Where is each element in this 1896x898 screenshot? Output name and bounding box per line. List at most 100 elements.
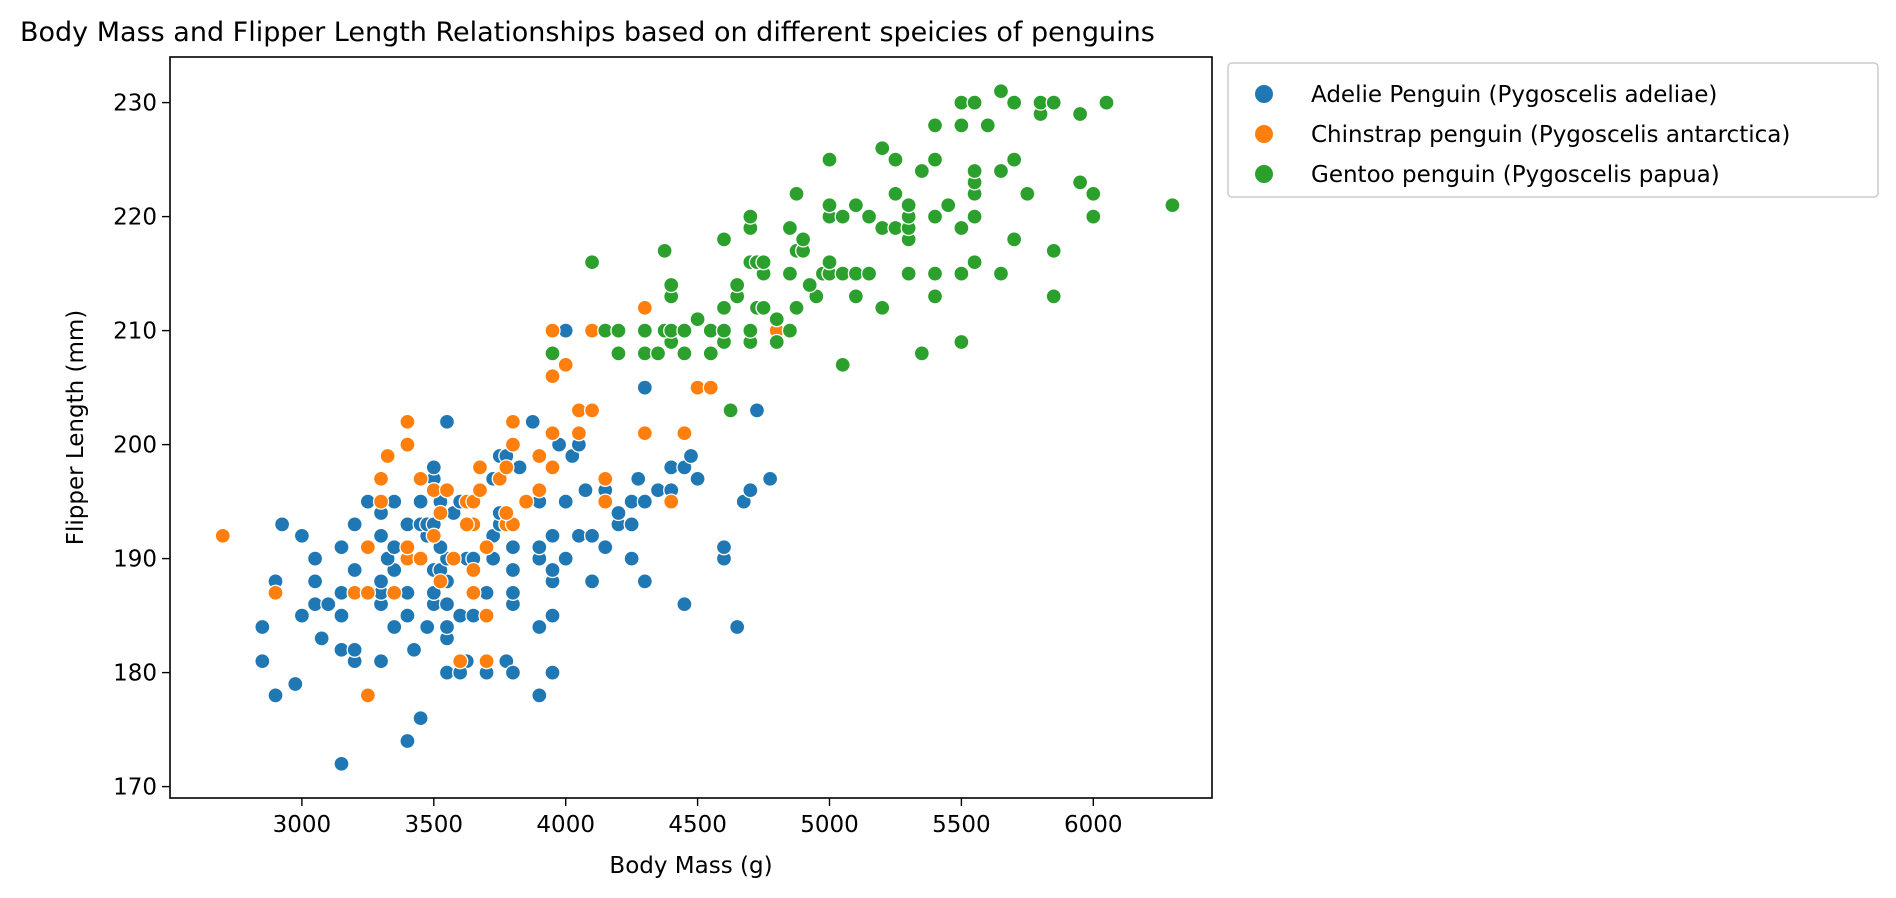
data-point-series-1 bbox=[583, 402, 601, 419]
data-point-series-2 bbox=[1045, 94, 1062, 111]
data-point-series-2 bbox=[821, 254, 838, 271]
data-point-series-0 bbox=[333, 755, 350, 772]
data-point-series-0 bbox=[306, 550, 324, 567]
data-point-series-2 bbox=[788, 299, 805, 316]
data-point-series-2 bbox=[979, 117, 996, 134]
data-point-series-0 bbox=[577, 482, 594, 499]
data-point-series-0 bbox=[715, 539, 733, 556]
data-point-series-2 bbox=[821, 197, 838, 214]
data-point-series-2 bbox=[768, 333, 785, 351]
data-point-series-1 bbox=[372, 493, 390, 510]
data-point-series-0 bbox=[405, 641, 423, 658]
x-tick-label: 6000 bbox=[1064, 812, 1123, 838]
data-point-series-2 bbox=[610, 345, 627, 362]
data-point-series-1 bbox=[386, 584, 403, 601]
data-point-series-0 bbox=[438, 618, 456, 636]
data-point-series-2 bbox=[913, 162, 930, 180]
data-point-series-2 bbox=[887, 151, 904, 168]
data-point-series-2 bbox=[715, 231, 733, 248]
y-tick-label: 200 bbox=[113, 433, 157, 459]
data-point-series-1 bbox=[372, 470, 390, 487]
data-point-series-0 bbox=[544, 664, 561, 681]
data-point-series-2 bbox=[636, 322, 653, 339]
data-point-series-0 bbox=[676, 596, 693, 613]
data-point-series-1 bbox=[399, 539, 416, 556]
y-tick-label: 180 bbox=[113, 661, 157, 687]
data-point-series-0 bbox=[597, 539, 614, 556]
data-point-series-0 bbox=[583, 527, 601, 544]
data-point-series-1 bbox=[478, 539, 495, 556]
data-point-series-2 bbox=[860, 265, 878, 282]
data-point-series-0 bbox=[524, 413, 541, 430]
data-point-series-2 bbox=[953, 265, 970, 282]
data-point-series-1 bbox=[544, 368, 561, 385]
data-point-series-2 bbox=[1085, 208, 1102, 225]
data-point-series-0 bbox=[742, 482, 759, 499]
data-point-series-2 bbox=[992, 265, 1010, 282]
y-tick-label: 190 bbox=[113, 547, 157, 573]
data-point-series-1 bbox=[432, 504, 449, 522]
data-point-series-2 bbox=[755, 254, 772, 271]
data-point-series-0 bbox=[346, 561, 363, 579]
data-point-series-0 bbox=[504, 584, 522, 601]
data-point-series-1 bbox=[531, 447, 548, 465]
data-point-series-1 bbox=[597, 493, 614, 510]
data-point-series-0 bbox=[320, 596, 337, 613]
data-point-series-2 bbox=[1006, 231, 1023, 248]
data-point-series-1 bbox=[636, 299, 653, 316]
data-point-series-2 bbox=[847, 288, 865, 305]
data-point-series-1 bbox=[478, 653, 495, 670]
data-point-series-0 bbox=[293, 607, 311, 624]
data-point-series-0 bbox=[636, 379, 653, 396]
data-point-series-2 bbox=[702, 345, 719, 362]
data-point-series-0 bbox=[531, 618, 548, 636]
chart-title: Body Mass and Flipper Length Relationshi… bbox=[20, 17, 1155, 48]
data-point-series-0 bbox=[748, 402, 766, 419]
data-point-series-0 bbox=[333, 539, 350, 556]
data-point-series-0 bbox=[438, 596, 456, 613]
data-point-series-1 bbox=[379, 447, 396, 465]
y-tick-label: 210 bbox=[113, 319, 157, 345]
data-point-series-2 bbox=[1006, 151, 1023, 168]
data-point-series-1 bbox=[498, 504, 515, 522]
data-point-series-0 bbox=[419, 618, 436, 636]
legend-label: Chinstrap penguin (Pygoscelis antarctica… bbox=[1311, 122, 1790, 148]
y-tick-label: 220 bbox=[113, 205, 157, 231]
data-point-series-0 bbox=[313, 630, 330, 647]
data-point-series-2 bbox=[794, 231, 812, 248]
data-point-series-2 bbox=[722, 402, 739, 419]
data-point-series-2 bbox=[689, 311, 706, 328]
data-point-series-0 bbox=[293, 527, 311, 544]
data-point-series-2 bbox=[715, 299, 733, 316]
data-point-series-2 bbox=[729, 276, 746, 294]
data-point-series-1 bbox=[267, 584, 284, 601]
data-point-series-2 bbox=[1045, 242, 1062, 259]
data-point-series-0 bbox=[636, 493, 653, 510]
data-point-series-1 bbox=[531, 482, 548, 499]
data-point-series-1 bbox=[504, 413, 522, 430]
y-tick-label: 230 bbox=[113, 91, 157, 117]
legend-marker bbox=[1255, 85, 1273, 103]
data-point-series-0 bbox=[425, 459, 442, 476]
data-point-series-2 bbox=[715, 322, 733, 339]
data-point-series-2 bbox=[768, 311, 785, 328]
x-tick-label: 3500 bbox=[405, 812, 464, 838]
data-point-series-1 bbox=[504, 436, 522, 453]
data-point-series-2 bbox=[847, 197, 865, 214]
data-point-series-0 bbox=[254, 653, 271, 670]
data-point-series-2 bbox=[1085, 185, 1102, 202]
data-point-series-0 bbox=[306, 573, 324, 590]
data-point-series-1 bbox=[544, 425, 561, 442]
data-point-series-2 bbox=[900, 197, 917, 214]
data-point-series-0 bbox=[504, 561, 522, 579]
data-point-series-2 bbox=[1071, 174, 1089, 191]
data-point-series-1 bbox=[452, 653, 469, 670]
data-point-series-2 bbox=[953, 117, 970, 134]
data-point-series-0 bbox=[557, 493, 574, 510]
data-point-series-2 bbox=[966, 208, 983, 225]
data-point-series-1 bbox=[458, 516, 475, 533]
data-point-series-0 bbox=[372, 653, 390, 670]
data-point-series-2 bbox=[887, 185, 904, 202]
data-point-series-0 bbox=[682, 447, 700, 465]
data-point-series-0 bbox=[273, 516, 291, 533]
